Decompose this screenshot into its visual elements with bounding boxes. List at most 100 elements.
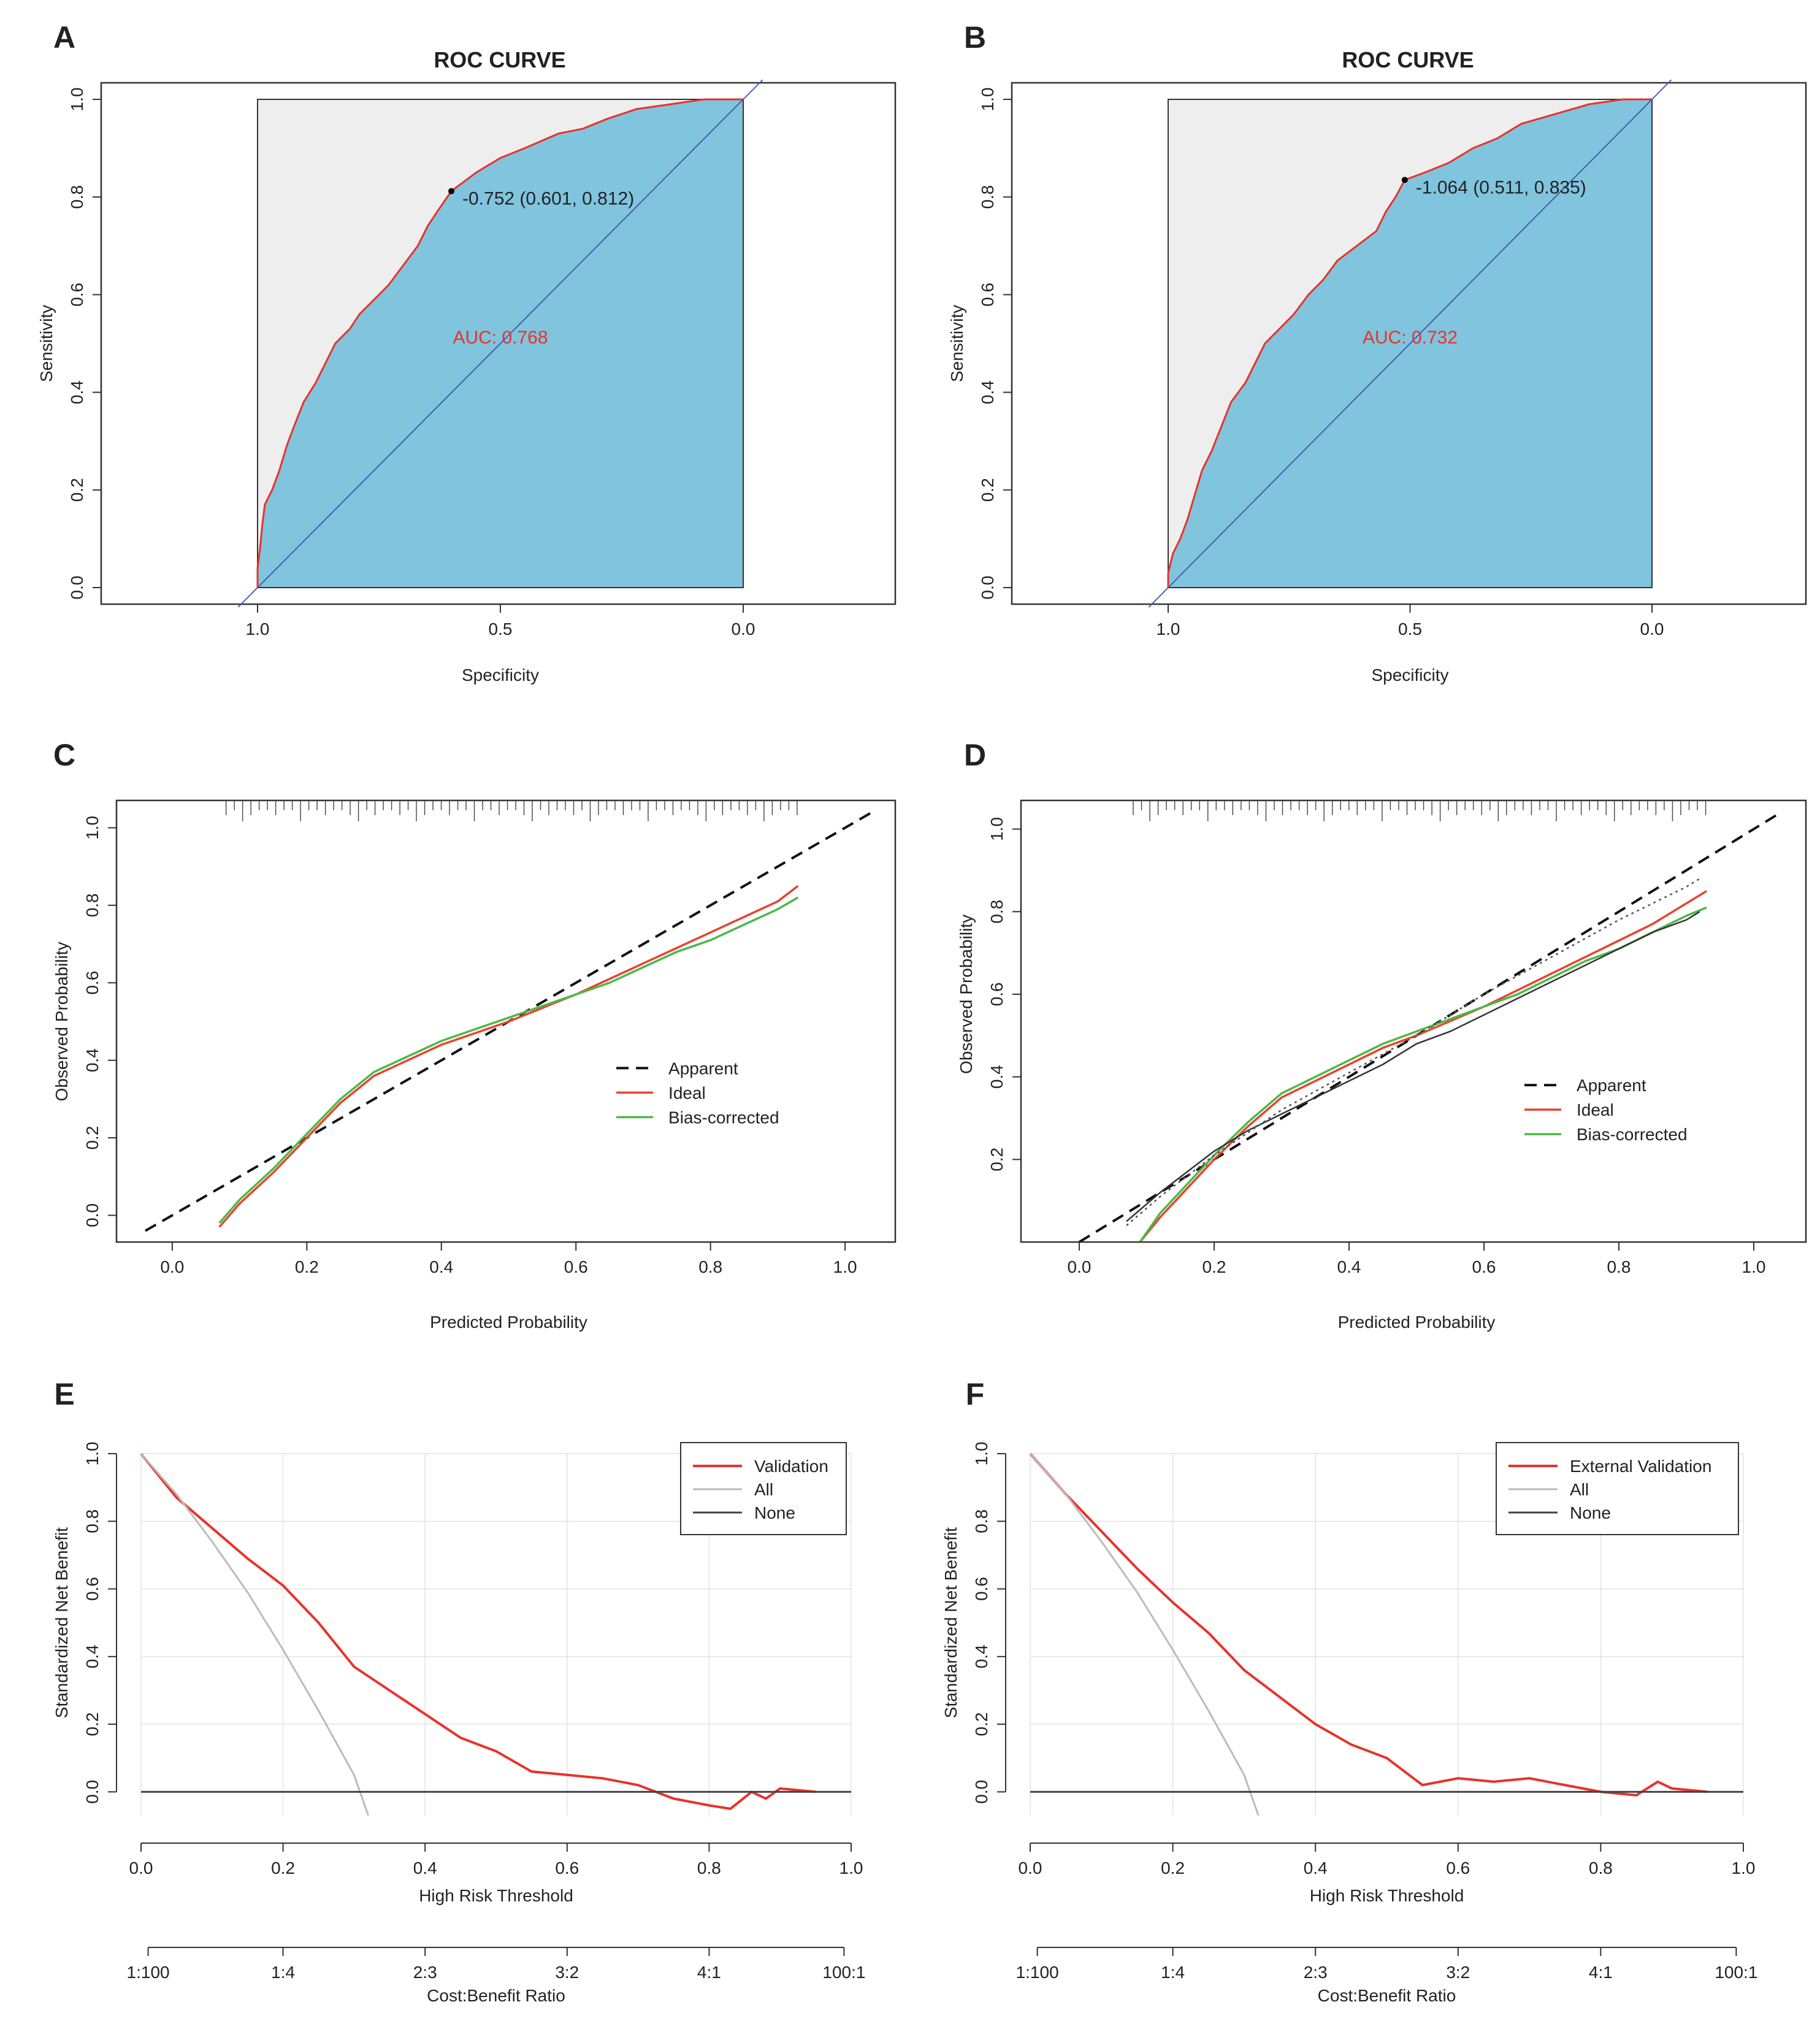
roc-curve — [256, 98, 743, 588]
auc-label: AUC: 0.768 — [453, 328, 548, 348]
y-tick-label: 0.2 — [83, 1126, 102, 1150]
x-tick-label: 4:1 — [1589, 1963, 1613, 1982]
y-tick-label: 0.0 — [978, 576, 997, 600]
plot-frame — [1020, 799, 1807, 1243]
x-axis-title: Predicted Probability — [430, 1313, 587, 1332]
x-tick-label: 0.0 — [129, 1858, 153, 1877]
x-tick-label: 1:100 — [127, 1963, 170, 1982]
y-tick-label: 1.0 — [83, 816, 102, 840]
y-tick-label: 1.0 — [83, 1442, 102, 1466]
y-tick-label: 0.8 — [83, 893, 102, 917]
x-axis: 0.0 0.2 0.4 0.6 0.8 1.0 High Risk Threshold — [1019, 1843, 1756, 1905]
x-axis-title: High Risk Threshold — [419, 1886, 573, 1905]
series-all — [1029, 1453, 1260, 1816]
y-tick-label: 1.0 — [972, 1442, 991, 1466]
x-axis: 0.0 0.2 0.4 0.6 0.8 1.0 High Risk Threshold — [129, 1843, 863, 1905]
series-all — [140, 1453, 370, 1816]
y-axis: 0.0 0.2 0.4 0.6 0.8 1.0 Sensitivity — [37, 88, 102, 600]
series-bias-corrected — [218, 896, 799, 1224]
y-tick-label: 0.4 — [67, 380, 86, 404]
x-tick-label: 1.0 — [1732, 1858, 1756, 1877]
x-tick-label: 0.2 — [271, 1858, 295, 1877]
x-tick-label: 0.6 — [1446, 1858, 1470, 1877]
x-tick-label: 3:2 — [1446, 1963, 1470, 1982]
y-tick-label: 0.4 — [83, 1048, 102, 1072]
x-tick-label: 0.2 — [1202, 1257, 1226, 1276]
secondary-x-axis: 1:100 1:4 2:3 3:2 4:1 100:1 Cost:Benefit Ratio — [1016, 1947, 1757, 2005]
x-axis-title: Specificity — [1371, 665, 1448, 685]
y-axis-title: Observed Probability — [52, 942, 71, 1102]
y-axis-title: Standardized Net Benefit — [941, 1527, 960, 1719]
roc-curve — [1167, 98, 1652, 588]
y-tick-label: 0.6 — [987, 983, 1006, 1007]
x-tick-label: 0.0 — [1019, 1858, 1042, 1877]
x-axis-title: Predicted Probability — [1338, 1313, 1496, 1332]
x-tick-label: 1:4 — [1161, 1963, 1185, 1982]
x-tick-label: 0.2 — [295, 1257, 319, 1276]
y-tick-label: 0.4 — [987, 1065, 1006, 1089]
x-axis: 1.0 0.5 0.0 Specificity — [246, 604, 755, 685]
x-tick-label: 3:2 — [555, 1963, 579, 1982]
panel-letter-a: A — [53, 20, 75, 55]
y-tick-label: 0.8 — [67, 185, 86, 209]
y-axis-title: Observed Probability — [957, 915, 976, 1074]
roc-title: ROC CURVE — [434, 47, 565, 72]
x-tick-label: 0.6 — [1472, 1257, 1496, 1276]
y-axis: 0.0 0.2 0.4 0.6 0.8 1.0 Standardized Net Benef… — [52, 1442, 117, 1804]
cutoff-point — [1401, 177, 1408, 183]
series-validation — [140, 1452, 816, 1811]
legend-label: External Validation — [1570, 1457, 1711, 1476]
x-tick-label: 4:1 — [697, 1963, 721, 1982]
x-tick-label: 1.0 — [839, 1858, 863, 1877]
y-tick-label: 1.0 — [987, 817, 1006, 841]
diagonal-line — [1148, 79, 1672, 608]
y-tick-label: 0.8 — [987, 900, 1006, 924]
roc-square — [1168, 99, 1653, 588]
y-axis: 0.0 0.2 0.4 0.6 0.8 1.0 Sensitivity — [947, 88, 1012, 600]
legend-label: All — [754, 1480, 773, 1499]
legend-label: All — [1570, 1480, 1589, 1499]
x-axis-title: Specificity — [462, 665, 539, 685]
series-ideal — [1139, 890, 1707, 1243]
y-tick-label: 0.0 — [67, 576, 86, 600]
y-tick-label: 1.0 — [67, 88, 86, 112]
legend-label: None — [754, 1503, 795, 1522]
legend-label: Bias-corrected — [668, 1108, 779, 1127]
x-axis-title: High Risk Threshold — [1310, 1886, 1464, 1905]
legend: Validation All None — [680, 1442, 847, 1535]
y-axis-title: Sensitivity — [37, 305, 56, 382]
roc-title: ROC CURVE — [1342, 47, 1474, 72]
auc-label: AUC: 0.732 — [1363, 328, 1458, 348]
panel-letter-b: B — [964, 20, 986, 55]
legend-label: Ideal — [668, 1083, 706, 1102]
series-bias-corrected — [1139, 906, 1707, 1243]
x-tick-label: 1:4 — [271, 1963, 295, 1982]
y-tick-label: 0.8 — [83, 1509, 102, 1533]
legend-label: None — [1570, 1503, 1611, 1522]
panel-letter-f: F — [966, 1377, 985, 1411]
x-tick-label: 2:3 — [1304, 1963, 1328, 1982]
x-tick-label: 2:3 — [413, 1963, 437, 1982]
y-tick-label: 0.4 — [83, 1644, 102, 1668]
cutoff-label: -1.064 (0.511, 0.835) — [1416, 177, 1586, 197]
x-tick-label: 100:1 — [1715, 1963, 1757, 1982]
roc-square — [257, 99, 744, 588]
series-external — [1126, 911, 1700, 1222]
y-tick-label: 0.2 — [978, 478, 997, 502]
x-tick-label: 1.0 — [246, 619, 270, 639]
x-axis: 0.0 0.2 0.4 0.6 0.8 1.0 Predicted Probability — [1068, 1241, 1765, 1332]
y-axis-title: Sensitivity — [947, 305, 966, 382]
rug-ticks — [225, 800, 798, 821]
y-axis-title: Standardized Net Benefit — [52, 1527, 71, 1719]
x-axis: 0.0 0.2 0.4 0.6 0.8 1.0 Predicted Probability — [160, 1241, 857, 1332]
y-axis: 0.2 0.4 0.6 0.8 1.0 Observed Probability — [957, 817, 1022, 1172]
panel-letter-c: C — [53, 738, 75, 772]
secondary-x-axis: 1:100 1:4 2:3 3:2 4:1 100:1 Cost:Benefit Ratio — [127, 1947, 865, 2005]
y-tick-label: 1.0 — [978, 88, 997, 112]
series-ideal — [218, 885, 799, 1228]
x-axis-title: Cost:Benefit Ratio — [427, 1986, 565, 2005]
x-tick-label: 0.6 — [564, 1257, 588, 1276]
x-tick-label: 0.4 — [1304, 1858, 1328, 1877]
x-tick-label: 0.4 — [429, 1257, 453, 1276]
